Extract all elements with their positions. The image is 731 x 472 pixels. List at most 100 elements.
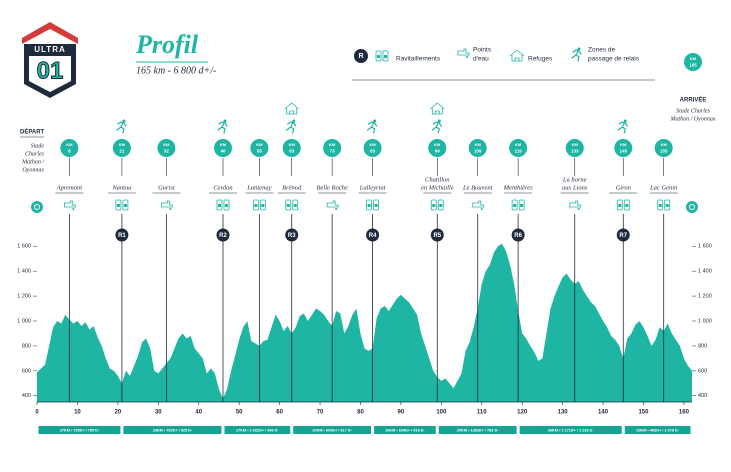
km-bubble [60, 139, 79, 157]
ravito-marker [366, 228, 380, 242]
km-bubble-label: KM [620, 142, 627, 147]
km-bubble [323, 139, 342, 157]
km-bubble [565, 139, 584, 157]
relay-icon [366, 121, 378, 134]
segment-bar [374, 426, 436, 434]
logo-roof [22, 22, 78, 44]
relay-icon [116, 121, 127, 134]
x-tick-label: 80 [357, 410, 364, 416]
water-drop [169, 208, 172, 210]
relay-head [437, 119, 441, 123]
endpoint-dot [34, 204, 40, 210]
checkpoint-name: Apremont [56, 184, 83, 191]
km-bubble-value: 73 [330, 149, 336, 154]
checkpoint-name: Giron [616, 184, 631, 191]
segment-label: 26KM • 1 171D+ / 1 233 D- [548, 429, 594, 433]
bottle-icon [664, 199, 671, 211]
checkpoint-name: Chatillon [425, 176, 450, 183]
bottle-icon [382, 50, 389, 62]
km-bubble [614, 139, 633, 157]
finish-km-bubble [684, 53, 702, 71]
ravito-marker [511, 228, 525, 242]
km-bubble-label: KM [119, 142, 126, 147]
km-bubble [157, 139, 176, 157]
bottle-icon [216, 199, 223, 211]
ravito-label: R6 [514, 233, 522, 239]
x-tick-label: 0 [35, 410, 39, 416]
km-bubble [213, 139, 232, 157]
relay-head [292, 119, 296, 123]
bottle-label [625, 204, 629, 207]
y-tick-label: 1 400 [17, 269, 31, 275]
bottle-label [123, 204, 127, 207]
chart-subtitle: 165 km - 6 800 d+/- [136, 65, 216, 76]
legend-label: Zones de [588, 47, 615, 54]
bottle-icon [373, 199, 379, 211]
water-icon [457, 48, 470, 56]
km-bubble [428, 139, 447, 157]
start-place: Oyonnax [22, 167, 44, 173]
logo: ULTRA 01 [22, 22, 78, 98]
ravito-label: R5 [433, 233, 441, 239]
km-bubble [509, 139, 528, 157]
bottle-icon [115, 199, 122, 211]
x-tick-label: 130 [558, 410, 569, 416]
start-place: Charles [25, 151, 45, 157]
relay-icon [431, 121, 442, 134]
y2-tick-label: 800 [698, 343, 707, 349]
y-tick-label: 1 000 [17, 318, 31, 324]
ravito-marker [616, 228, 630, 242]
bottle-icon [292, 199, 299, 211]
bottle-icon [623, 199, 630, 211]
bottle-icon [657, 199, 664, 211]
km-bubble [654, 139, 673, 157]
km-bubble [112, 139, 131, 157]
y2-tick-label: 1 200 [698, 294, 712, 300]
bottle-label [618, 204, 622, 207]
segment-label: 27KM • 735D+ / 785 D- [60, 429, 100, 433]
start-place: Stade [31, 143, 45, 149]
water-icon [326, 200, 339, 208]
start-title: DÉPART [20, 128, 45, 136]
y2-tick-label: 400 [698, 393, 707, 399]
x-tick-label: 70 [317, 410, 324, 416]
checkpoint-name: Cerdon [213, 184, 232, 191]
bottle-label [384, 55, 387, 58]
ravito-label: R4 [369, 233, 377, 239]
km-bubble-label: KM [572, 142, 579, 147]
start-place: Mathon / [21, 159, 45, 165]
ravito-label: R2 [219, 233, 227, 239]
x-tick-label: 40 [195, 410, 202, 416]
legend: R Ravitaillements Points d'eau Refuges Z… [352, 47, 655, 81]
x-tick-label: 160 [679, 410, 690, 416]
ravito-label: R1 [118, 233, 126, 239]
segment-label: 20KM • 1382D+ / 783 D- [457, 429, 499, 433]
segment-label: 16KM • 634D+ / 919 D- [385, 429, 425, 433]
bottle-label [293, 204, 297, 207]
bottle-label [254, 204, 258, 207]
relay-head [623, 119, 627, 123]
checkpoint-name: La borne [562, 176, 587, 183]
bottle-label [261, 204, 265, 207]
relay-head [373, 119, 377, 123]
water-icon [472, 200, 485, 208]
segment-label: 23KM • 762D+ / 925 D- [153, 429, 193, 433]
bottle-label [224, 204, 228, 207]
bottle-icon [375, 50, 382, 62]
y-tick-label: 1 200 [17, 294, 31, 300]
segment-bar [123, 426, 222, 434]
segment-bar [293, 426, 372, 434]
checkpoint-name: Nantua [111, 184, 131, 191]
km-bubble-value: 46 [220, 149, 226, 154]
bottle-label [513, 204, 517, 207]
bottle-label [367, 204, 371, 207]
x-tick-label: 110 [477, 410, 487, 416]
km-bubble [468, 139, 487, 157]
relay-icon [571, 49, 582, 62]
bottle-icon [259, 199, 266, 211]
km-bubble-label: KM [66, 142, 73, 147]
relay-head [122, 119, 126, 123]
km-bubble-label: KM [515, 142, 522, 147]
finish-place: Stade Charles [676, 108, 710, 114]
km-bubble-label: KM [163, 142, 170, 147]
